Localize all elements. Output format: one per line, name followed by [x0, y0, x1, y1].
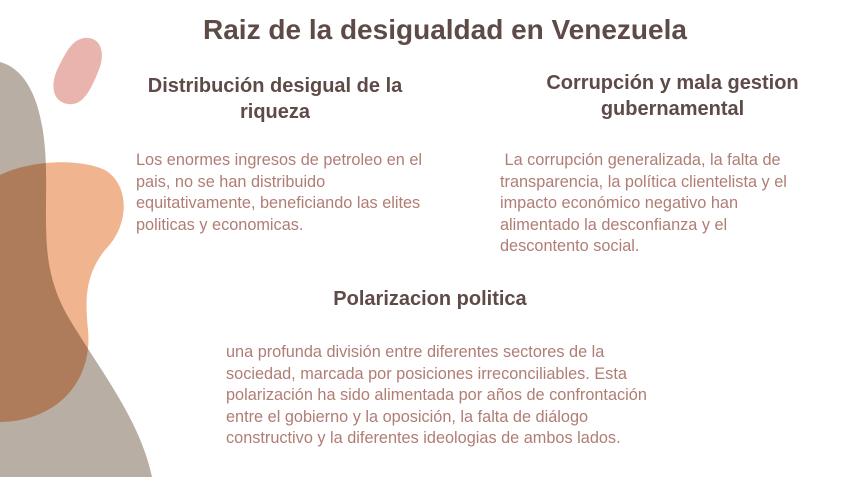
- pink-blob: [53, 37, 102, 105]
- orange-blob: [0, 162, 124, 422]
- heading-distribucion: Distribución desigual de la riqueza: [147, 75, 403, 123]
- body-corrupcion: La corrupción generalizada, la falta de …: [500, 151, 792, 255]
- body-distribucion: Los enormes ingresos de petroleo en el p…: [136, 151, 423, 234]
- heading-polarizacion: Polarizacion politica: [333, 288, 527, 310]
- slide-title: Raiz de la desigualdad en Venezuela: [203, 14, 687, 45]
- body-polarizacion: una profunda división entre diferentes s…: [226, 343, 647, 447]
- heading-corrupcion: Corrupción y mala gestion gubernamental: [546, 72, 799, 120]
